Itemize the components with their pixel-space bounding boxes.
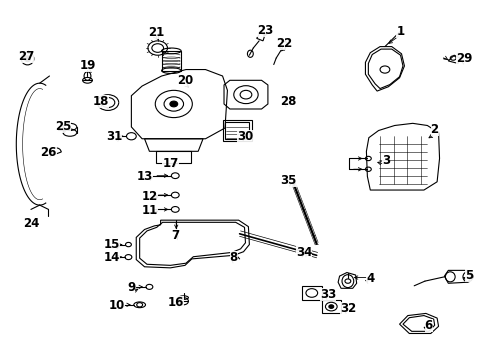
Text: 31: 31 bbox=[105, 130, 122, 144]
Text: 16: 16 bbox=[168, 296, 184, 309]
Text: 35: 35 bbox=[280, 174, 296, 187]
Text: 10: 10 bbox=[108, 299, 124, 312]
Text: 29: 29 bbox=[455, 51, 471, 64]
Text: 5: 5 bbox=[464, 269, 472, 282]
Text: 9: 9 bbox=[127, 281, 135, 294]
Bar bbox=[224, 122, 249, 139]
Text: 8: 8 bbox=[229, 251, 237, 264]
Ellipse shape bbox=[328, 305, 333, 309]
Text: 21: 21 bbox=[147, 27, 163, 40]
Bar bbox=[321, 300, 340, 314]
Text: 28: 28 bbox=[280, 95, 296, 108]
Bar bbox=[222, 121, 251, 141]
Text: 24: 24 bbox=[23, 217, 39, 230]
Text: 34: 34 bbox=[295, 246, 311, 259]
Text: 7: 7 bbox=[171, 229, 179, 242]
Bar bbox=[302, 286, 321, 300]
Ellipse shape bbox=[169, 101, 177, 107]
Text: 13: 13 bbox=[136, 170, 152, 183]
Text: 26: 26 bbox=[40, 145, 57, 158]
Text: 30: 30 bbox=[237, 130, 253, 143]
Text: 23: 23 bbox=[256, 24, 272, 37]
Text: 14: 14 bbox=[103, 251, 120, 264]
Text: 19: 19 bbox=[79, 59, 96, 72]
Ellipse shape bbox=[24, 56, 30, 62]
Text: 18: 18 bbox=[92, 95, 109, 108]
Text: 25: 25 bbox=[55, 121, 71, 134]
Text: 4: 4 bbox=[366, 272, 374, 285]
Text: 2: 2 bbox=[430, 123, 438, 136]
Text: 32: 32 bbox=[339, 302, 355, 315]
Text: 20: 20 bbox=[177, 74, 193, 87]
Text: 6: 6 bbox=[424, 319, 432, 332]
Text: 27: 27 bbox=[18, 50, 34, 63]
Text: 15: 15 bbox=[103, 238, 120, 251]
Bar bbox=[161, 51, 181, 71]
Text: 22: 22 bbox=[276, 36, 292, 50]
Bar bbox=[156, 151, 190, 163]
Text: 1: 1 bbox=[396, 25, 404, 38]
Text: 3: 3 bbox=[381, 154, 389, 167]
Text: 12: 12 bbox=[141, 190, 157, 203]
Text: 17: 17 bbox=[162, 157, 178, 170]
Text: 11: 11 bbox=[141, 204, 157, 217]
Text: 33: 33 bbox=[320, 288, 336, 301]
